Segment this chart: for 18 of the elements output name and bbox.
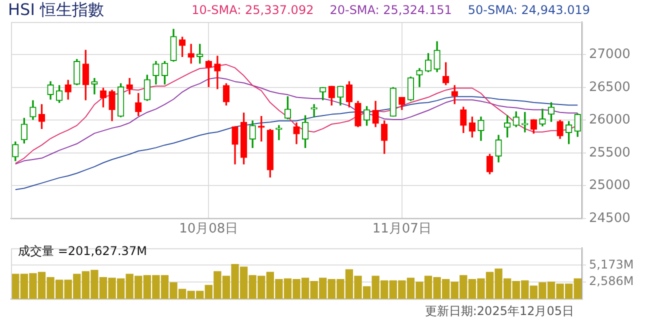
text: 50-SMA: 24,943.019 xyxy=(468,3,590,17)
y-tick-label: 2,586M xyxy=(589,274,634,288)
text: 10-SMA: 25,337.092 xyxy=(192,3,314,17)
text: 更新日期:2025年12月05日 xyxy=(424,304,574,318)
text: 20-SMA: 25,324.151 xyxy=(330,3,452,17)
candlestick xyxy=(91,78,98,94)
x-tick-label: 11月07日 xyxy=(372,222,432,237)
y-tick-label: 24500 xyxy=(589,210,630,226)
y-tick-label: 25000 xyxy=(589,178,630,194)
y-tick-label: 25500 xyxy=(589,145,630,160)
y-tick-label: 26000 xyxy=(589,112,630,128)
candlestick xyxy=(214,56,221,90)
chart-title: 成交量 =201,627.37M xyxy=(18,243,147,260)
y-tick-label: 27000 xyxy=(589,47,630,62)
y-tick-label: 5,173M xyxy=(589,257,634,272)
chart-title: HSI 恒生指數 xyxy=(8,0,104,21)
y-tick-label: 26500 xyxy=(589,80,630,95)
x-tick-label: 10月08日 xyxy=(179,222,238,237)
